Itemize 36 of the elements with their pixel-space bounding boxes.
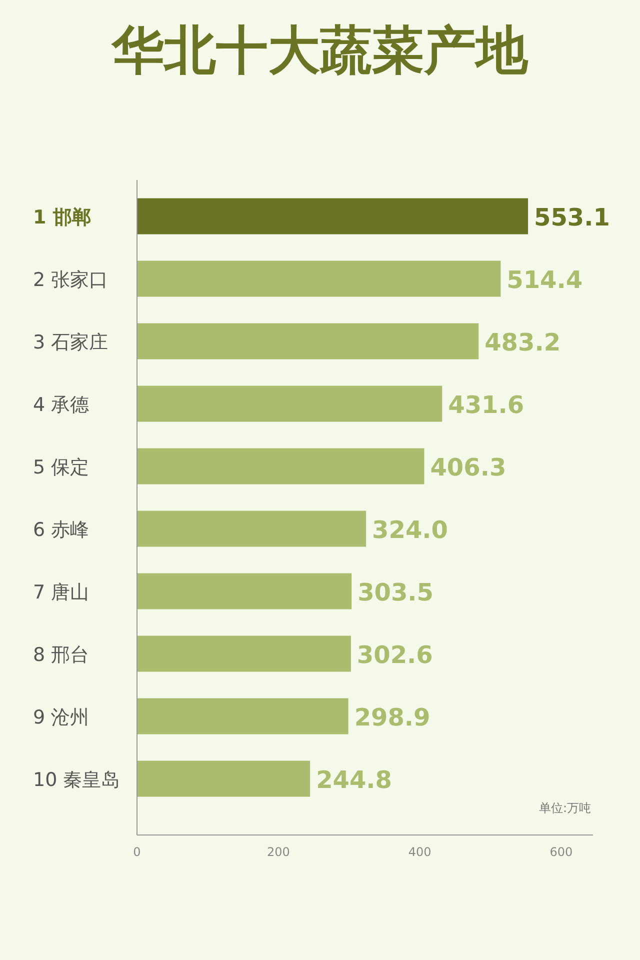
bar <box>137 510 366 547</box>
y-tick-label: 6 赤峰 <box>33 518 90 541</box>
data-label: 303.5 <box>358 578 434 606</box>
y-tick-label: 8 邢台 <box>33 644 90 666</box>
chart-title: 华北十大蔬菜产地 <box>111 20 529 81</box>
x-tick-label: 0 <box>133 845 141 859</box>
y-tick-label: 9 沧州 <box>33 706 90 728</box>
y-tick-label: 7 唐山 <box>33 581 90 604</box>
bar <box>137 260 501 297</box>
x-tick-label: 200 <box>266 845 290 859</box>
y-tick-label: 4 承德 <box>33 394 90 416</box>
data-label: 324.0 <box>372 516 448 544</box>
bar <box>137 760 310 797</box>
annotation: 单位:万吨 <box>538 801 591 815</box>
y-tick-label: 2 张家口 <box>33 268 108 291</box>
data-label: 406.3 <box>430 453 506 482</box>
data-label: 553.1 <box>534 203 610 232</box>
bar <box>137 573 352 610</box>
bar <box>137 698 348 734</box>
data-label: 302.6 <box>356 640 433 669</box>
data-label: 514.4 <box>506 266 583 294</box>
data-label: 483.2 <box>484 328 561 356</box>
data-label: 298.9 <box>354 703 430 732</box>
x-tick-label: 600 <box>550 845 573 859</box>
data-label: 244.8 <box>316 766 392 794</box>
bar <box>137 636 351 672</box>
y-tick-label: 10 秦皇岛 <box>33 768 120 791</box>
y-tick-label: 5 保定 <box>33 456 90 478</box>
x-tick-label: 400 <box>408 845 432 859</box>
bar <box>137 323 479 360</box>
bar <box>137 198 528 234</box>
y-tick-label: 1 邯郸 <box>33 206 91 228</box>
bar <box>137 386 442 422</box>
bar <box>137 448 424 484</box>
data-label: 431.6 <box>448 390 524 419</box>
y-tick-label: 3 石家庄 <box>33 331 108 354</box>
